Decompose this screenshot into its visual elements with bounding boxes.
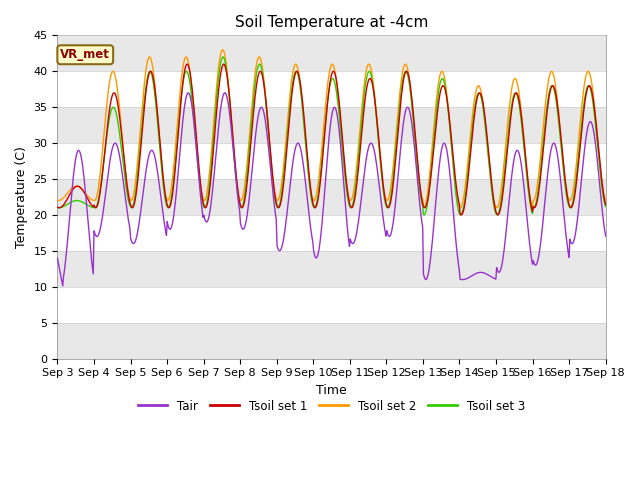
Bar — [58, 71, 605, 107]
Bar — [58, 287, 605, 323]
Bar — [58, 215, 605, 251]
Title: Soil Temperature at -4cm: Soil Temperature at -4cm — [235, 15, 428, 30]
X-axis label: Time: Time — [316, 384, 347, 397]
Y-axis label: Temperature (C): Temperature (C) — [15, 146, 28, 248]
Bar — [58, 36, 605, 71]
Bar — [58, 179, 605, 215]
Bar — [58, 251, 605, 287]
Bar — [58, 107, 605, 143]
Text: VR_met: VR_met — [60, 48, 110, 61]
Bar — [58, 323, 605, 359]
Bar — [58, 143, 605, 179]
Legend: Tair, Tsoil set 1, Tsoil set 2, Tsoil set 3: Tair, Tsoil set 1, Tsoil set 2, Tsoil se… — [133, 395, 530, 417]
